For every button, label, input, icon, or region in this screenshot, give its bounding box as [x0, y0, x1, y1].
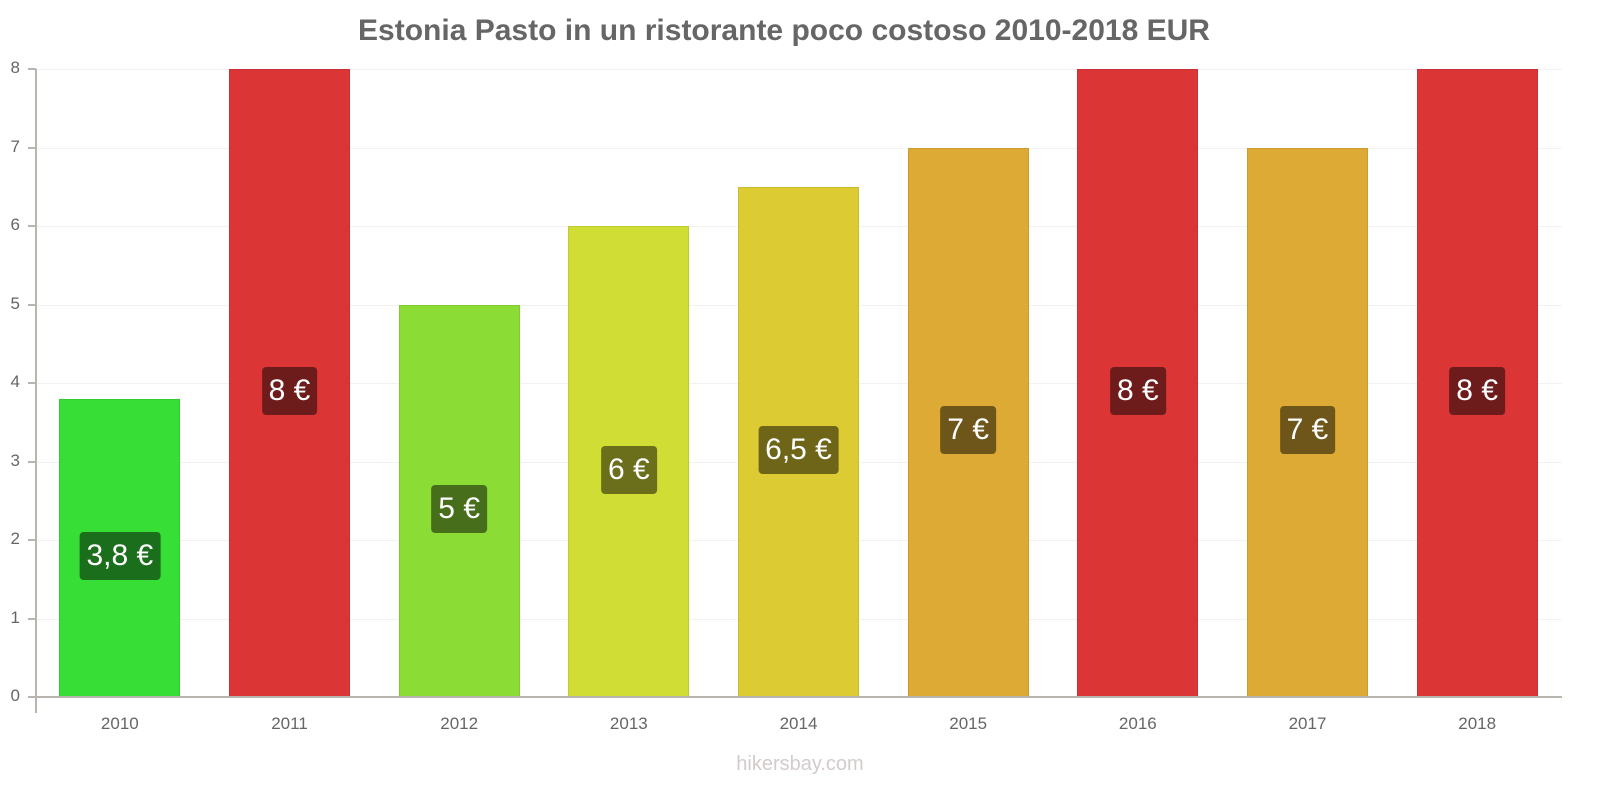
y-tick-label: 0 — [10, 686, 20, 705]
y-tick-label: 5 — [10, 293, 20, 313]
y-tick-label: 1 — [10, 607, 20, 627]
data-label: 3,8 € — [79, 531, 161, 580]
data-label: 6,5 € — [758, 425, 839, 474]
x-axis-line — [35, 696, 1562, 698]
y-tick-label: 6 — [10, 215, 20, 234]
data-label: 6 € — [600, 445, 657, 494]
y-tick-label: 2 — [10, 529, 20, 548]
plot-area: 3,8 € 8 € 5 € 6 € 6,5 € 7 € 8 € 7 € 8 € — [35, 69, 1562, 697]
data-label: 8 € — [1449, 367, 1506, 415]
x-tick-label: 2016 — [1118, 714, 1157, 733]
chart-title: Estonia Pasto in un ristorante poco cost… — [358, 14, 1210, 47]
watermark: hikersbay.com — [736, 753, 864, 775]
y-tick-mark — [28, 225, 36, 227]
y-tick-label: 8 — [10, 58, 20, 77]
y-tick-label: 4 — [10, 372, 20, 391]
y-tick-label: 3 — [10, 450, 20, 470]
y-tick-mark — [28, 696, 36, 698]
y-axis-line — [35, 69, 37, 713]
data-label: 8 € — [1109, 367, 1166, 415]
y-tick-mark — [28, 303, 36, 306]
data-label: 7 € — [940, 406, 997, 455]
x-tick-label: 2013 — [609, 714, 648, 733]
y-tick-mark — [28, 382, 36, 384]
data-label: 5 € — [431, 484, 488, 533]
y-tick-label: 7 — [10, 136, 20, 156]
y-tick-mark — [28, 68, 36, 70]
x-tick-label: 2015 — [949, 714, 988, 733]
data-label: 7 € — [1279, 406, 1336, 455]
data-label: 8 € — [261, 367, 318, 415]
y-tick-mark — [28, 539, 36, 541]
x-tick-label: 2010 — [100, 714, 139, 733]
x-tick-label: 2011 — [271, 714, 308, 733]
x-tick-label: 2014 — [779, 714, 818, 733]
x-tick-label: 2017 — [1288, 714, 1327, 733]
y-tick-mark — [28, 146, 36, 149]
y-tick-mark — [28, 460, 36, 463]
x-tick-label: 2012 — [440, 714, 479, 733]
gridline — [35, 69, 1562, 70]
gridline — [35, 147, 1562, 149]
y-tick-mark — [28, 617, 36, 620]
x-tick-label: 2018 — [1458, 714, 1497, 733]
